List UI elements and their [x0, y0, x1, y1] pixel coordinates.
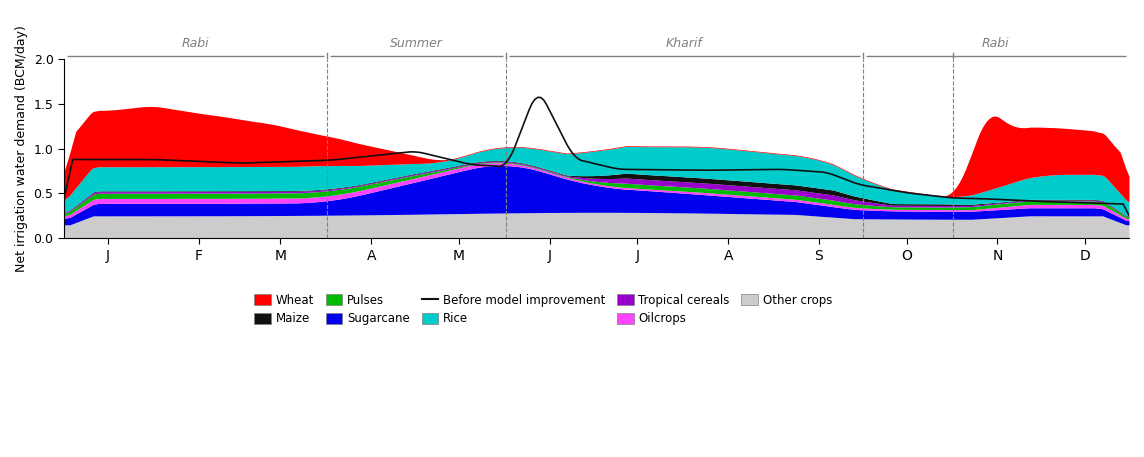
Text: Rabi: Rabi	[182, 37, 209, 50]
Text: Summer: Summer	[390, 37, 443, 50]
Y-axis label: Net irrigation water demand (BCM/day): Net irrigation water demand (BCM/day)	[15, 25, 27, 272]
Text: Kharif: Kharif	[666, 37, 702, 50]
Legend: Wheat, Maize, Pulses, Sugarcane, Before model improvement, Rice, Tropical cereal: Wheat, Maize, Pulses, Sugarcane, Before …	[249, 289, 836, 330]
Text: Rabi: Rabi	[982, 37, 1010, 50]
